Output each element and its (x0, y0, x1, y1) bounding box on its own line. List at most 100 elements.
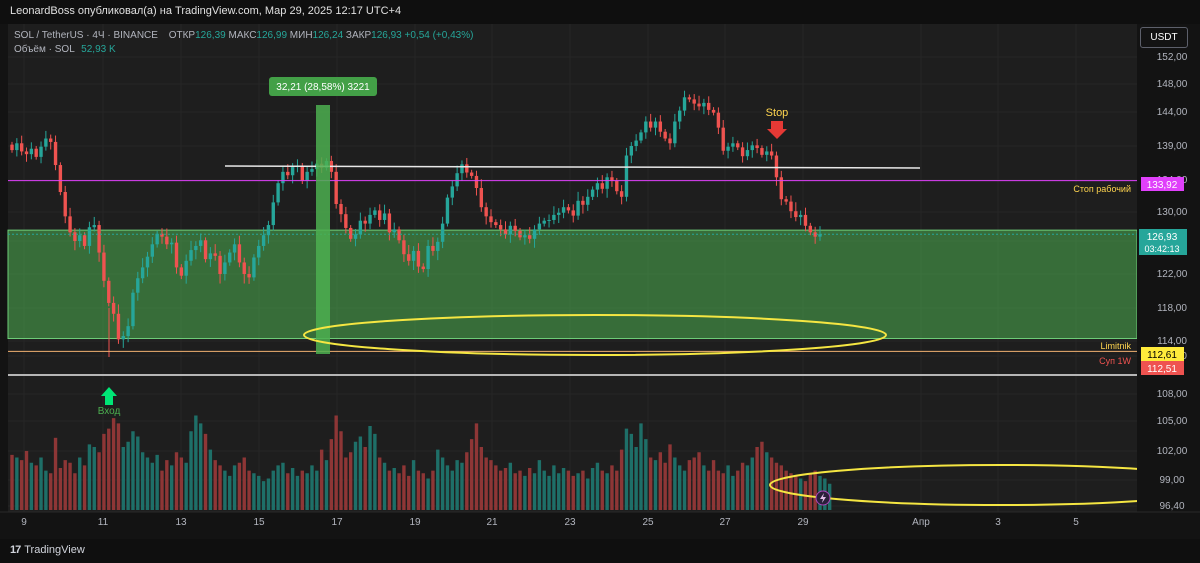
candle (232, 244, 237, 253)
candle (261, 235, 266, 246)
volume-bar (750, 457, 754, 510)
candle (798, 214, 803, 218)
volume-bar (673, 457, 677, 510)
brand-name: TradingView (24, 544, 85, 556)
candle (310, 169, 314, 172)
volume-bar (731, 475, 735, 510)
volume-bar (194, 415, 198, 510)
volume-bar (677, 465, 682, 510)
measure-label-box (269, 77, 377, 96)
currency-button[interactable]: USDT (1140, 27, 1188, 48)
volume-bar (290, 468, 295, 510)
candle (707, 102, 711, 110)
price-chart[interactable]: 32,21 (28,58%) 3221 Stop Вход Стоп рабочий L… (0, 24, 1200, 539)
candle (765, 151, 769, 155)
volume-bar (707, 470, 711, 510)
volume-bar (174, 452, 179, 510)
candle (528, 235, 532, 239)
candle (213, 253, 217, 256)
measure-bar (316, 105, 330, 354)
symbol-name: SOL / TetherUS · 4Ч · BINANCE (14, 30, 158, 41)
volume-bar (523, 475, 527, 510)
candle (760, 148, 764, 155)
candle (107, 280, 111, 303)
candle (445, 197, 450, 224)
volume-bar (266, 478, 271, 510)
price-axis[interactable] (1137, 24, 1200, 539)
volume-bar (92, 447, 96, 510)
volume-bar (687, 460, 692, 510)
candle (87, 227, 92, 246)
stop-price-text: 133,92 (1147, 180, 1178, 191)
price-tick-label: 118,00 (1157, 303, 1187, 314)
volume-bar (760, 441, 764, 510)
candle (271, 202, 275, 226)
volume-bar (658, 452, 663, 510)
candle (455, 173, 459, 187)
candle (450, 186, 454, 198)
volume-bar (547, 475, 551, 510)
volume-bar (34, 465, 38, 510)
price-tick-label: 152,00 (1157, 52, 1188, 63)
candle (218, 255, 222, 274)
countdown-text: 03:42:13 (1144, 244, 1179, 254)
candle (808, 225, 813, 233)
volume-bar (140, 452, 145, 510)
volume-bar (407, 475, 411, 510)
candle (436, 241, 440, 251)
volume-bar (600, 470, 604, 510)
volume-bar (295, 475, 300, 510)
price-tick-label: 114,00 (1157, 336, 1187, 347)
candle (150, 244, 155, 257)
candle (619, 191, 624, 197)
candle (489, 216, 493, 223)
volume-bar (121, 447, 125, 510)
candle (465, 164, 469, 173)
volume-bar (431, 470, 435, 510)
volume-bar (498, 470, 503, 510)
time-tick-label: 3 (995, 517, 1001, 528)
volume-bar (44, 470, 48, 510)
candle (586, 196, 590, 205)
candle (803, 214, 808, 226)
candle (199, 240, 203, 246)
volume-bar (629, 433, 633, 510)
volume-bar (721, 473, 725, 510)
price-tick-label: 99,00 (1159, 475, 1184, 486)
candle (605, 177, 609, 189)
volume-bar (107, 428, 111, 510)
volume-bar (373, 433, 377, 510)
candle (634, 140, 638, 146)
volume-bar (653, 460, 658, 510)
volume-bar (528, 468, 532, 510)
volume-bar (455, 460, 459, 510)
volume-value: 52,93 K (81, 44, 116, 55)
volume-bar (590, 468, 595, 510)
tradingview-logo: 17 TradingView (10, 544, 85, 556)
volume-bar (513, 473, 517, 510)
stop-arrow-icon (767, 121, 787, 139)
volume-bar (619, 449, 624, 510)
volume-bar (808, 473, 813, 510)
time-tick-label: 11 (98, 517, 109, 528)
symbol-legend: SOL / TetherUS · 4Ч · BINANCE ОТКР126,39… (14, 30, 473, 41)
candle (247, 274, 251, 278)
volume-bar (615, 470, 619, 510)
volume-bar (378, 457, 382, 510)
volume-bar (39, 457, 43, 510)
volume-bar (576, 473, 580, 510)
volume-bar (571, 475, 575, 510)
volume-label: Объём · SOL (14, 44, 75, 55)
candle (648, 121, 653, 128)
candle (44, 138, 48, 147)
time-axis[interactable] (0, 512, 1137, 539)
change-value: +0,54 (+0,43%) (404, 30, 474, 41)
volume-bar (392, 468, 396, 510)
candle (532, 229, 537, 239)
volume-bar (232, 465, 237, 510)
candle (566, 207, 571, 211)
volume-bar (344, 457, 348, 510)
candle (547, 219, 551, 221)
volume-bar (334, 415, 338, 510)
volume-bar (402, 465, 406, 510)
